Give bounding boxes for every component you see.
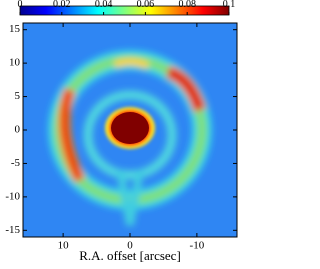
x-tick-label: -10 bbox=[190, 240, 205, 252]
colorbar-tick-label: 0.06 bbox=[137, 0, 155, 10]
y-tick-label: -15 bbox=[5, 224, 20, 236]
y-tick-label: -5 bbox=[11, 157, 21, 169]
x-tick-label: 10 bbox=[58, 240, 70, 252]
colorbar-tick-label: 0 bbox=[18, 0, 23, 10]
heatmap bbox=[23, 23, 237, 237]
y-tick-label: 10 bbox=[9, 57, 21, 69]
colorbar-tick-label: 0.02 bbox=[53, 0, 71, 10]
colorbar-tick-label: 0.1 bbox=[223, 0, 236, 10]
colorbar bbox=[19, 5, 230, 16]
colorbar-tick-label: 0.08 bbox=[178, 0, 196, 10]
chart: R.A. offset [arcsec] -15 -10 -5 0 5 10 15 10 0 -1… bbox=[5, 0, 238, 263]
y-tick-label: 5 bbox=[15, 90, 21, 102]
y-tick-label: 0 bbox=[15, 124, 21, 136]
x-axis-label: R.A. offset [arcsec] bbox=[79, 248, 181, 263]
x-tick-label: 0 bbox=[127, 240, 133, 252]
y-tick-label: -10 bbox=[5, 190, 20, 202]
colorbar-tick-label: 0.04 bbox=[95, 0, 113, 10]
y-tick-label: 15 bbox=[9, 23, 21, 35]
